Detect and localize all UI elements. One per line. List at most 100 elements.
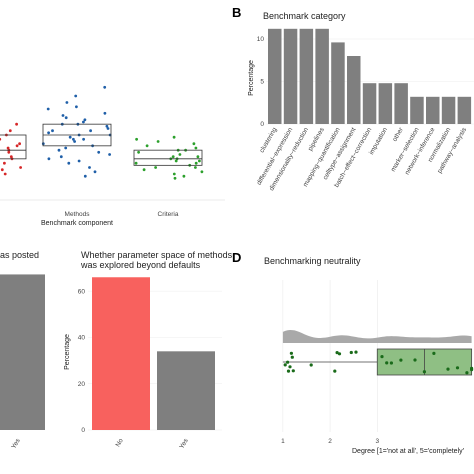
panel-a-point — [18, 142, 21, 146]
panel-d-point — [335, 351, 339, 355]
panel-b-bar — [362, 83, 377, 124]
panel-a-point — [194, 146, 198, 150]
panel-d-point — [289, 351, 293, 355]
panel-d-point — [380, 355, 384, 359]
panel-c-title: as posted — [0, 250, 39, 260]
panel-a-strip-plot: Benchmark component Methods Criteria — [0, 85, 225, 227]
panel-c2-title-line-1: Whether parameter space of methods — [81, 250, 233, 260]
panel-a-point — [72, 137, 75, 141]
panel-a-point — [103, 111, 107, 115]
panel-a-point — [154, 166, 158, 169]
panel-a-point — [173, 176, 177, 180]
panel-d-point — [283, 363, 287, 367]
panel-a-point — [59, 155, 63, 159]
panel-a-point — [105, 124, 109, 128]
panel-d-point — [455, 366, 460, 370]
panel-d-point — [399, 358, 403, 362]
panel-a-point — [97, 150, 101, 154]
panel-a-point — [172, 172, 176, 176]
panel-a-point — [15, 144, 19, 148]
panel-d-letter: D — [232, 250, 241, 265]
panel-a-category-label: Criteria — [158, 211, 179, 218]
panel-d-point — [349, 350, 353, 355]
panel-d-x-tick-label: 2 — [328, 438, 332, 445]
panel-d-point — [337, 352, 342, 356]
panel-c2-y-tick-label: 0 — [81, 427, 85, 434]
panel-a-point — [46, 107, 50, 111]
panel-c2-y-tick-label: 40 — [78, 335, 86, 342]
panel-b-bar — [347, 56, 361, 124]
panel-b-y-axis-label: Percentage — [248, 60, 255, 96]
panel-a-point — [67, 161, 71, 165]
panel-a-point — [182, 174, 186, 178]
panel-a-point — [171, 155, 175, 159]
panel-d-x-tick-label: 1 — [281, 438, 285, 445]
panel-a-point — [106, 127, 110, 130]
panel-b-bar — [394, 83, 408, 124]
panel-d-x-axis-label: Degree [1='not at all', 5='completely' — [352, 448, 464, 455]
panel-d-density — [282, 330, 472, 343]
panel-d-point — [333, 369, 337, 373]
panel-a-point — [47, 157, 51, 161]
panel-a-point — [172, 135, 176, 139]
panel-d-point — [286, 360, 290, 364]
panel-b-bar — [457, 96, 472, 124]
panel-a-point — [68, 135, 72, 139]
panel-b-bar — [268, 28, 282, 124]
panel-a-point — [57, 148, 61, 152]
panel-a-point — [74, 94, 78, 98]
panel-a-point — [61, 114, 65, 117]
panel-d-point — [286, 369, 291, 373]
panel-d-point — [465, 371, 469, 375]
panel-a-point — [77, 159, 81, 163]
panel-a-point — [174, 159, 178, 163]
panel-a-point — [88, 166, 91, 169]
panel-a-point — [7, 150, 11, 154]
panel-d-point — [432, 351, 436, 355]
panel-b-category-label: other — [391, 126, 405, 143]
panel-b-y-tick-label: 5 — [260, 79, 264, 86]
panel-a-point — [64, 116, 68, 120]
panel-d-box-plot: D Benchmarking neutrality Degree [1='not… — [232, 250, 474, 455]
panel-a-point — [93, 170, 97, 174]
panel-b-bar — [441, 96, 456, 124]
panel-a-point — [82, 120, 85, 124]
panel-a-point — [200, 170, 204, 174]
panel-a-point — [3, 161, 6, 165]
panel-a-point — [64, 146, 68, 150]
panel-a-point — [83, 174, 87, 178]
panel-a-point — [134, 161, 138, 165]
panel-a-point — [65, 101, 69, 104]
panel-a-point — [145, 144, 149, 148]
panel-d-point — [446, 367, 450, 371]
panel-b-bar — [378, 83, 393, 124]
panel-a-point — [47, 131, 50, 135]
panel-c-bar — [0, 274, 45, 430]
panel-b-bar — [331, 42, 345, 124]
panel-a-point — [198, 159, 201, 163]
panel-d-point — [413, 358, 417, 362]
panel-a-box — [0, 134, 27, 160]
panel-d-point — [309, 363, 313, 367]
panel-a-point — [196, 155, 200, 159]
panel-b-bar — [426, 96, 440, 124]
panel-a-point — [178, 153, 182, 156]
panel-a-point — [83, 118, 87, 122]
panel-b-category-label: pathway−analysis — [436, 126, 468, 175]
panel-a-point — [89, 129, 92, 133]
panel-d-point — [422, 370, 426, 374]
panel-c-bar-chart: as posted Yes — [0, 250, 45, 450]
panel-b-bar — [410, 96, 424, 124]
panel-d-title: Benchmarking neutrality — [264, 256, 361, 266]
panel-a-point — [0, 168, 4, 172]
panel-a-point — [142, 168, 146, 172]
panel-a-point — [192, 142, 196, 146]
panel-a-x-axis-label: Benchmark component — [41, 220, 113, 227]
panel-b-y-tick-label: 0 — [260, 121, 264, 128]
panel-a-point — [15, 122, 18, 126]
panel-c2-bar-chart: Whether parameter space of methods was e… — [64, 250, 233, 450]
panel-a-point — [19, 166, 22, 169]
panel-b-bar — [283, 28, 298, 124]
panel-b-y-tick-label: 10 — [257, 36, 265, 43]
